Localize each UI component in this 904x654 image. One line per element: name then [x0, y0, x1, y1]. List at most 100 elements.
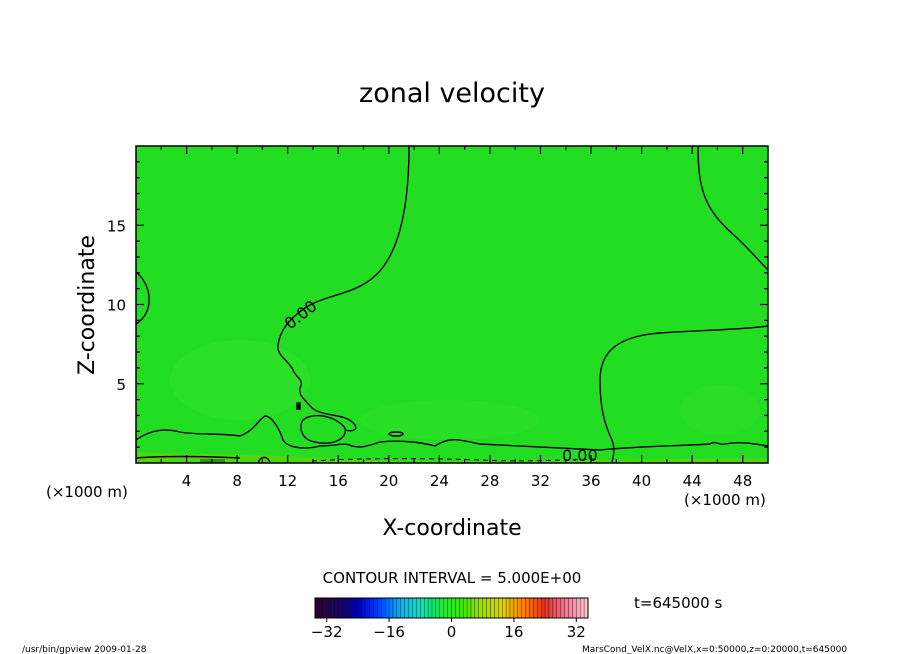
contour-line [697, 145, 769, 271]
colorbar-cell [420, 597, 425, 619]
colorbar-cell [443, 597, 448, 619]
contour-line [388, 431, 404, 437]
colorbar-cell [552, 597, 557, 619]
field-shading [170, 340, 310, 420]
colorbar-cell [478, 597, 483, 619]
colorbar-cell [353, 597, 359, 619]
colorbar-cell [548, 597, 554, 619]
colorbar-cell [377, 597, 382, 619]
colorbar-cell [470, 597, 476, 619]
y-tick-label: 5 [116, 376, 126, 394]
contour-line [135, 455, 241, 459]
colorbar-cell [396, 597, 401, 619]
colorbar-cell [482, 597, 487, 619]
colorbar-cell [330, 597, 335, 619]
colorbar-cell [451, 597, 456, 619]
y-axis: 5 10 15 [107, 161, 768, 448]
colorbar-cell [338, 597, 343, 619]
contour-line [257, 456, 271, 464]
time-stamp: t=645000 s [634, 594, 722, 612]
footer-right: MarsCond_VelX.nc@VelX,x=0:50000,z=0:2000… [582, 645, 847, 654]
colorbar-cell [342, 597, 347, 619]
footer-left: /usr/bin/gpview 2009-01-28 [22, 645, 147, 654]
contour-label: 0.00 [562, 446, 598, 465]
colorbar-cell [365, 597, 370, 619]
colorbar-cell [459, 597, 464, 619]
field-shading [360, 400, 540, 440]
colorbar-cell [439, 597, 444, 619]
colorbar-cell [583, 597, 589, 619]
zero-contours [135, 145, 769, 464]
colorbar-cell [392, 597, 398, 619]
colorbar-cell [580, 597, 585, 619]
colorbar-cell [517, 597, 522, 619]
contour-line [300, 414, 346, 444]
colorbar-cell [529, 597, 534, 619]
colorbar-cell [486, 597, 491, 619]
x-tick-label: 4 [182, 472, 192, 490]
x-tick-label: 16 [329, 472, 348, 490]
colorbar-cell [502, 597, 507, 619]
x-tick-label: 24 [430, 472, 449, 490]
colorbar-cell [369, 597, 374, 619]
colorbar-cell [564, 597, 569, 619]
contour-interval: CONTOUR INTERVAL = 5.000E+00 [323, 569, 582, 587]
colorbar-cell [349, 597, 355, 619]
colorbar-tick-label: 0 [447, 623, 457, 641]
colorbar-cell [568, 597, 573, 619]
plot-area: 0.00 0.00 [135, 145, 769, 465]
colorbar-cell [576, 597, 581, 619]
x-axis-title: X-coordinate [382, 516, 521, 541]
colorbar-cell [412, 597, 417, 619]
colorbar-cell [537, 597, 542, 619]
colorbar-cell [525, 597, 530, 619]
colorbar-cell [556, 597, 561, 619]
y-tick-label: 15 [107, 217, 126, 235]
colorbar-cell [314, 597, 320, 619]
contour-line [135, 271, 150, 325]
colorbar-cell [490, 597, 495, 619]
x-axis: 4 8 12 16 20 24 28 32 36 40 44 48 [160, 146, 752, 490]
surface-band [136, 452, 768, 463]
colorbar-cell [505, 597, 511, 619]
colorbar-cell [431, 597, 437, 619]
colorbar-cell [521, 597, 526, 619]
x-tick-label: 36 [581, 472, 600, 490]
colorbar-cell [373, 597, 378, 619]
colorbar-cell [427, 597, 433, 619]
y-axis-title: Z-coordinate [75, 235, 100, 375]
colorbar-cell [404, 597, 409, 619]
x-tick-label: 48 [733, 472, 752, 490]
x-tick-label: 32 [531, 472, 550, 490]
colorbar-tick-label: −32 [311, 623, 343, 641]
x-tick-label: 28 [480, 472, 499, 490]
colorbar-cell [447, 597, 452, 619]
colorbar-cell [318, 597, 323, 619]
colorbar-cell [408, 597, 413, 619]
colorbar-cell [385, 597, 390, 619]
colorbar-cell [455, 597, 460, 619]
x-tick-label: 44 [683, 472, 702, 490]
contour-line [599, 325, 769, 463]
contour-line [135, 415, 769, 451]
colorbar [314, 597, 589, 619]
colorbar-cell [334, 597, 339, 619]
colorbar-cell [560, 597, 565, 619]
colorbar-cell [533, 597, 538, 619]
colorbar-cell [424, 597, 429, 619]
colorbar-cell [466, 597, 472, 619]
colorbar-cell [474, 597, 479, 619]
x-unit-right: (×1000 m) [684, 491, 766, 509]
colorbar-tick-label: 16 [504, 623, 523, 641]
colorbar-cell [509, 597, 515, 619]
colorbar-cell [357, 597, 362, 619]
colorbar-cell [400, 597, 405, 619]
colorbar-cell [513, 597, 518, 619]
colorbar-cell [463, 597, 468, 619]
contour-line [277, 145, 410, 432]
colorbar-cell [326, 597, 331, 619]
colorbar-cell [498, 597, 503, 619]
colorbar-cell [494, 597, 499, 619]
chart-title: zonal velocity [359, 78, 545, 109]
